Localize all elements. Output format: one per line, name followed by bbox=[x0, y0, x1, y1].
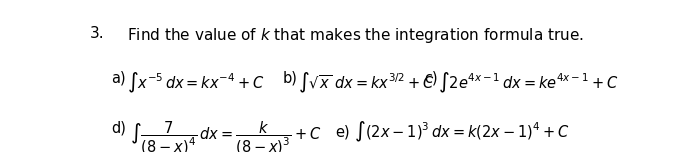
Text: $\int \sqrt{x}\; dx = kx^{3/2} + C$: $\int \sqrt{x}\; dx = kx^{3/2} + C$ bbox=[298, 71, 435, 95]
Text: $\int \dfrac{7}{(8-x)^{4}}\,dx = \dfrac{k}{(8-x)^{3}} + C$: $\int \dfrac{7}{(8-x)^{4}}\,dx = \dfrac{… bbox=[130, 120, 321, 152]
Text: $\int x^{-5}\,dx = kx^{-4} + C$: $\int x^{-5}\,dx = kx^{-4} + C$ bbox=[127, 71, 264, 95]
Text: $\int 2e^{4x-1}\,dx = ke^{4x-1} + C$: $\int 2e^{4x-1}\,dx = ke^{4x-1} + C$ bbox=[439, 71, 619, 95]
Text: e) $\int (2x-1)^{3}\,dx = k(2x-1)^{4} + C$: e) $\int (2x-1)^{3}\,dx = k(2x-1)^{4} + … bbox=[335, 120, 569, 144]
Text: a): a) bbox=[111, 71, 126, 86]
Text: d): d) bbox=[111, 120, 126, 135]
Text: 3.: 3. bbox=[90, 26, 105, 41]
Text: b): b) bbox=[282, 71, 297, 86]
Text: c): c) bbox=[424, 71, 438, 86]
Text: Find the value of $k$ that makes the integration formula true.: Find the value of $k$ that makes the int… bbox=[127, 26, 584, 45]
